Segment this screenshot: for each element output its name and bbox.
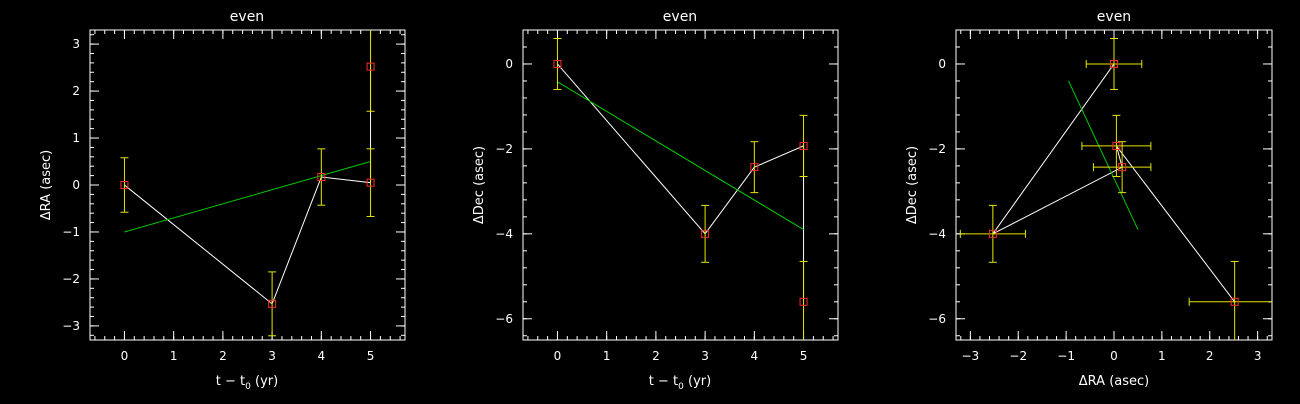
connector-line: [992, 63, 1236, 303]
x-tick-label: −2: [1009, 349, 1027, 363]
x-tick-label: 1: [1158, 349, 1166, 363]
panel-title: even: [230, 9, 264, 25]
y-tick-label: 1: [72, 131, 80, 145]
x-tick-label: −1: [1057, 349, 1075, 363]
y-tick-label: 0: [72, 178, 80, 192]
data-point: [317, 173, 326, 182]
y-tick-label: −4: [495, 227, 513, 241]
data-point: [750, 163, 759, 172]
y-tick-label: −3: [62, 319, 80, 333]
x-tick-label: 5: [800, 349, 808, 363]
y-tick-label: −6: [928, 312, 946, 326]
data-point: [553, 59, 562, 68]
plot-frame: [522, 29, 839, 341]
x-tick-label: 2: [219, 349, 227, 363]
y-tick-label: −4: [928, 227, 946, 241]
x-tick-label: −3: [962, 349, 980, 363]
x-tick-label: 3: [701, 349, 709, 363]
data-point: [1110, 59, 1118, 68]
y-tick-label: −2: [62, 272, 80, 286]
data-point: [1230, 297, 1239, 306]
x-tick-label: 0: [121, 349, 129, 363]
fit-line: [1068, 80, 1139, 230]
y-tick-label: 3: [72, 37, 80, 51]
x-tick-label: 1: [603, 349, 611, 363]
x-tick-label: 3: [1254, 349, 1262, 363]
y-tick-label: −2: [495, 142, 513, 156]
x-tick-label: 0: [554, 349, 562, 363]
data-point: [366, 62, 375, 71]
x-tick-label: 0: [1110, 349, 1118, 363]
x-tick-label: 1: [170, 349, 178, 363]
panel-dec-vs-ra: even ΔDec (asec) ΔRA (asec) −3 −2 −1 0 1 2 3 −6…: [905, 9, 1273, 389]
data-point: [366, 178, 375, 187]
data-point: [701, 229, 710, 238]
data-point: [1118, 163, 1127, 172]
panel-title: even: [1097, 9, 1131, 25]
x-axis-label: t − t0 (yr): [216, 374, 278, 392]
data-point: [120, 181, 129, 189]
y-axis-label: ΔDec (asec): [905, 146, 920, 224]
x-tick-label: 5: [367, 349, 375, 363]
y-tick-label: −6: [495, 312, 513, 326]
y-axis-label: ΔRA (asec): [39, 150, 54, 220]
data-point: [988, 229, 997, 238]
data-point: [799, 141, 808, 150]
data-point: [268, 299, 277, 308]
plot-frame: [89, 29, 406, 341]
x-axis-label: ΔRA (asec): [1079, 374, 1149, 389]
y-tick-label: −1: [62, 225, 80, 239]
y-tick-label: 2: [72, 84, 80, 98]
x-tick-label: 3: [268, 349, 276, 363]
y-tick-label: −2: [928, 142, 946, 156]
connector-line: [124, 66, 372, 305]
panel-title: even: [663, 9, 697, 25]
fit-line: [124, 161, 371, 233]
y-axis-label: ΔDec (asec): [472, 146, 487, 224]
panel-ra-vs-time: even ΔRA (asec) t − t0 (yr) 0 1 2 3 4 5 −3 −2 −1…: [39, 9, 406, 392]
data-point: [1112, 141, 1121, 150]
fit-line: [557, 81, 804, 231]
x-tick-label: 2: [1206, 349, 1214, 363]
y-tick-label: 0: [505, 57, 513, 71]
x-tick-label: 4: [318, 349, 326, 363]
panel-dec-vs-time: even ΔDec (asec) t − t0 (yr) 0 1 2 3 4 5 −6 −4 −…: [472, 9, 839, 392]
x-tick-label: 4: [751, 349, 759, 363]
x-tick-label: 2: [652, 349, 660, 363]
x-axis-label: t − t0 (yr): [649, 374, 711, 392]
data-point: [799, 297, 808, 306]
connector-line: [557, 63, 805, 302]
y-tick-label: 0: [938, 57, 946, 71]
